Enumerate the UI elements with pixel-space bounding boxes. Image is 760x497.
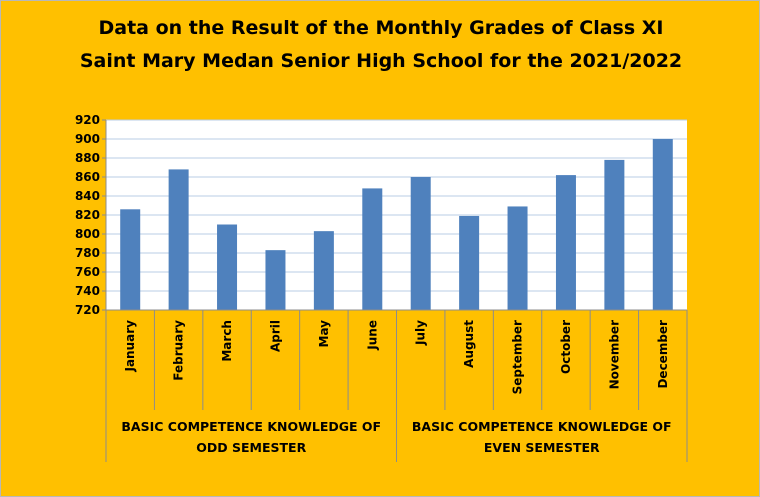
x-axis-group-labels: BASIC COMPETENCE KNOWLEDGE OF ODD SEMESTE… [121, 419, 671, 455]
group-label-odd-line-2: ODD SEMESTER [196, 440, 306, 455]
x-axis-category-labels: January February March April May June July Augu… [123, 320, 670, 395]
category-label-february: February [172, 320, 186, 381]
bar-april [265, 250, 286, 310]
y-axis-tick-labels: 720 740 760 780 800 820 840 860 880 900 920 [75, 113, 100, 317]
y-tick-label: 860 [75, 170, 100, 184]
category-label-july: July [414, 320, 428, 346]
group-label-even-line-1: BASIC COMPETENCE KNOWLEDGE OF [412, 419, 672, 434]
gridlines [106, 119, 687, 292]
category-label-august: August [462, 320, 476, 368]
y-tick-label: 740 [75, 284, 100, 298]
bar-july [410, 177, 431, 310]
bar-november [604, 159, 625, 310]
bar-september [507, 206, 528, 310]
bar-may [313, 231, 334, 310]
group-label-even-line-2: EVEN SEMESTER [484, 440, 600, 455]
chart-title-line-2: Saint Mary Medan Senior High School for … [80, 50, 682, 72]
axes [102, 119, 688, 462]
chart-title: Data on the Result of the Monthly Grades… [80, 17, 682, 72]
group-label-odd-line-1: BASIC COMPETENCE KNOWLEDGE OF [121, 419, 381, 434]
category-label-may: May [317, 320, 331, 348]
bars [120, 139, 673, 310]
category-label-june: June [365, 320, 379, 351]
category-label-november: November [607, 320, 621, 389]
bar-december [652, 139, 673, 310]
bar-june [362, 188, 383, 310]
y-tick-label: 880 [75, 151, 100, 165]
category-label-december: December [656, 320, 670, 389]
bar-january [120, 209, 141, 310]
bar-march [217, 224, 238, 310]
y-tick-label: 900 [75, 132, 100, 146]
bar-october [555, 175, 576, 310]
y-tick-label: 920 [75, 113, 100, 127]
category-label-october: October [559, 320, 573, 374]
y-tick-label: 720 [75, 303, 100, 317]
y-tick-label: 820 [75, 208, 100, 222]
bar-february [168, 169, 189, 310]
category-label-january: January [123, 320, 137, 373]
category-label-september: September [511, 320, 525, 394]
y-tick-label: 760 [75, 265, 100, 279]
y-tick-label: 800 [75, 227, 100, 241]
y-tick-label: 780 [75, 246, 100, 260]
category-label-march: March [220, 320, 234, 362]
bar-august [459, 215, 480, 310]
category-label-april: April [268, 320, 282, 352]
chart-title-line-1: Data on the Result of the Monthly Grades… [99, 17, 664, 39]
y-tick-label: 840 [75, 189, 100, 203]
